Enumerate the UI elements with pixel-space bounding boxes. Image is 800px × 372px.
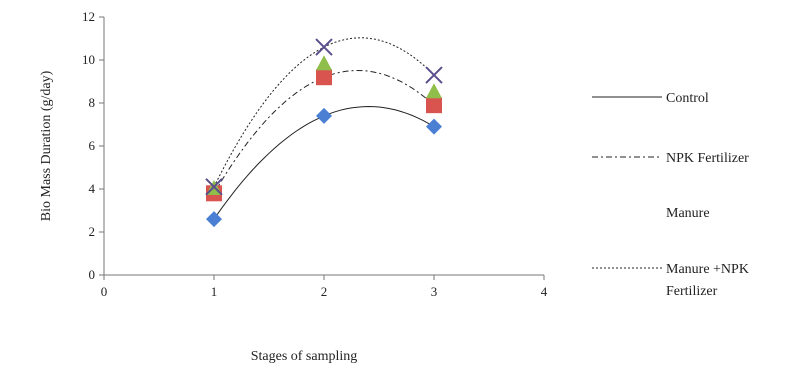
data-point-s2-2	[426, 83, 442, 99]
data-point-s2-1	[316, 55, 332, 71]
x-tick-label: 2	[321, 284, 328, 299]
legend-label-1: NPK Fertilizer	[666, 151, 749, 166]
legend-label-line: Fertilizer	[666, 284, 718, 299]
y-tick-label: 10	[82, 52, 95, 67]
data-point-s0-0	[206, 211, 222, 228]
data-point-s3-0	[205, 178, 223, 196]
legend-label-3: Manure +NPK Fertilizer	[666, 262, 749, 299]
y-tick-label: 8	[89, 95, 96, 110]
y-axis-title: Bio Mass Duration (g/day)	[39, 70, 54, 221]
legend-label-0: Control	[666, 91, 709, 106]
x-tick-label: 0	[101, 284, 108, 299]
y-tick-label: 4	[89, 181, 96, 196]
data-point-s1-2	[426, 97, 442, 114]
x-tick-label: 1	[211, 284, 218, 299]
data-point-s3-1	[315, 38, 333, 56]
plot-area	[205, 37, 443, 228]
legend: Control NPK Fertilizer Manure Manure +NPK Fe…	[592, 91, 749, 299]
y-tick-label: 6	[89, 138, 96, 153]
y-tick-label: 2	[89, 224, 96, 239]
y-tick-label: 0	[89, 267, 96, 282]
data-point-s0-2	[426, 118, 442, 135]
x-tick-label: 3	[431, 284, 438, 299]
legend-label-line: Manure +NPK	[666, 262, 749, 277]
legend-label-2: Manure	[666, 206, 710, 221]
x-axis-title: Stages of sampling	[251, 349, 358, 364]
y-tick-label: 12	[82, 9, 95, 24]
data-point-s1-1	[316, 69, 332, 86]
trendline-1	[213, 69, 435, 194]
x-tick-label: 4	[541, 284, 548, 299]
data-point-s3-2	[425, 66, 443, 84]
data-point-s0-1	[316, 107, 332, 124]
